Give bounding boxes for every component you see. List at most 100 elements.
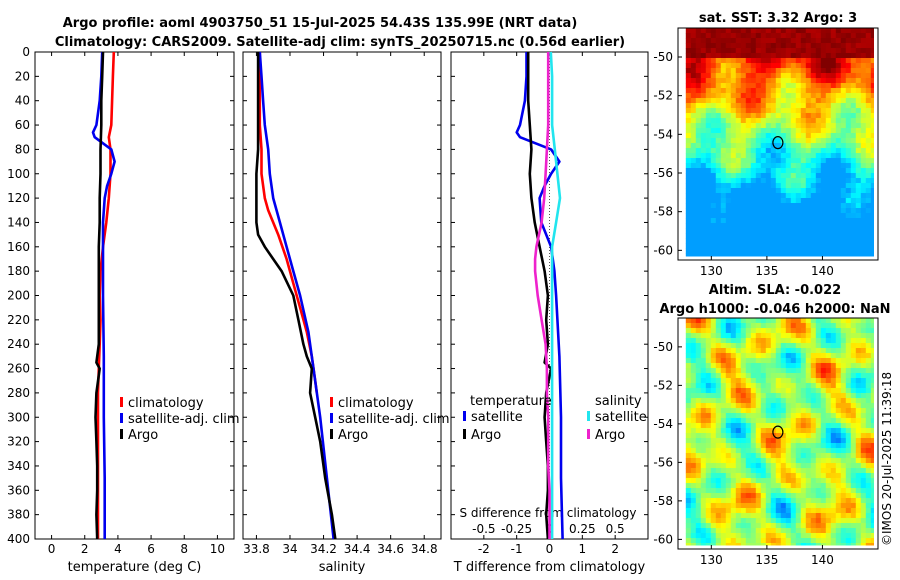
map-cell <box>725 253 732 257</box>
map-cell <box>760 83 767 89</box>
map-cell <box>835 78 842 84</box>
map-cell <box>730 118 737 124</box>
map-cell <box>800 378 807 384</box>
map-cell <box>815 483 822 489</box>
map-cell <box>805 88 812 94</box>
map-cell <box>740 348 747 354</box>
y-tick-label: 60 <box>15 118 30 132</box>
map-cell <box>730 253 737 257</box>
map-cell <box>865 498 872 504</box>
map-cell <box>810 228 817 234</box>
map-cell <box>710 408 717 414</box>
map-cell <box>815 423 822 429</box>
map-cell <box>755 193 762 199</box>
map-cell <box>780 523 787 529</box>
map-cell <box>690 363 697 369</box>
map-cell <box>860 508 867 514</box>
map-cell <box>800 153 807 159</box>
map-cell <box>865 118 872 124</box>
map-cell <box>685 188 692 194</box>
map-cell <box>690 348 697 354</box>
map-cell <box>685 483 692 489</box>
map-cell <box>825 208 832 214</box>
map-cell <box>750 483 757 489</box>
map-cell <box>785 523 792 529</box>
map-cell <box>815 228 822 234</box>
map-cell <box>775 233 782 239</box>
map-cell <box>695 408 702 414</box>
map-cell <box>810 333 817 339</box>
map-cell <box>720 143 727 149</box>
map-cell <box>800 543 807 546</box>
map-cell <box>760 478 767 484</box>
map-cell <box>730 403 737 409</box>
map-cell <box>840 348 847 354</box>
map-cell <box>870 233 874 239</box>
map-cell <box>800 368 807 374</box>
map-cell <box>785 533 792 539</box>
map-cell <box>840 543 847 546</box>
map-cell <box>850 418 857 424</box>
map-cell <box>790 393 797 399</box>
map-cell <box>790 108 797 114</box>
map-cell <box>795 538 802 544</box>
map-cell <box>695 348 702 354</box>
map-cell <box>740 53 747 59</box>
map-cell <box>685 398 692 404</box>
map-cell <box>785 428 792 434</box>
map-cell <box>815 58 822 64</box>
map-cell <box>835 58 842 64</box>
map-cell <box>740 448 747 454</box>
map-cell <box>795 223 802 229</box>
map-cell <box>720 513 727 519</box>
map-cell <box>695 493 702 499</box>
map-cell <box>785 243 792 249</box>
map-cell <box>695 353 702 359</box>
map-cell <box>820 538 827 544</box>
map-cell <box>855 333 862 339</box>
map-cell <box>850 148 857 154</box>
map-cell <box>870 378 874 384</box>
map-cell <box>710 38 717 44</box>
map-cell <box>760 93 767 99</box>
map-cell <box>745 188 752 194</box>
map-cell <box>855 423 862 429</box>
map-cell <box>690 208 697 214</box>
map-cell <box>745 143 752 149</box>
map-cell <box>785 348 792 354</box>
map-cell <box>715 373 722 379</box>
map-cell <box>830 368 837 374</box>
map-cell <box>710 253 717 257</box>
map-cell <box>705 183 712 189</box>
map-cell <box>705 223 712 229</box>
map-cell <box>805 448 812 454</box>
map-cell <box>790 153 797 159</box>
map-cell <box>715 33 722 39</box>
map-cell <box>785 448 792 454</box>
map-cell <box>865 333 872 339</box>
map-cell <box>825 213 832 219</box>
map-cell <box>770 423 777 429</box>
map-cell <box>800 468 807 474</box>
map-cell <box>830 33 837 39</box>
map-cell <box>705 393 712 399</box>
map-cell <box>755 533 762 539</box>
map-cell <box>770 48 777 54</box>
map-cell <box>780 198 787 204</box>
map-cell <box>700 83 707 89</box>
map-cell <box>805 98 812 104</box>
map-cell <box>735 88 742 94</box>
map-cell <box>825 123 832 129</box>
map-cell <box>785 483 792 489</box>
map-cell <box>765 193 772 199</box>
legend-swatch <box>330 429 333 439</box>
map-cell <box>705 118 712 124</box>
map-cell <box>860 83 867 89</box>
map-cell <box>755 68 762 74</box>
map-cell <box>715 383 722 389</box>
map-cell <box>720 523 727 529</box>
map-cell <box>725 458 732 464</box>
map-cell <box>860 228 867 234</box>
map-cell <box>760 198 767 204</box>
map-cell <box>750 228 757 234</box>
